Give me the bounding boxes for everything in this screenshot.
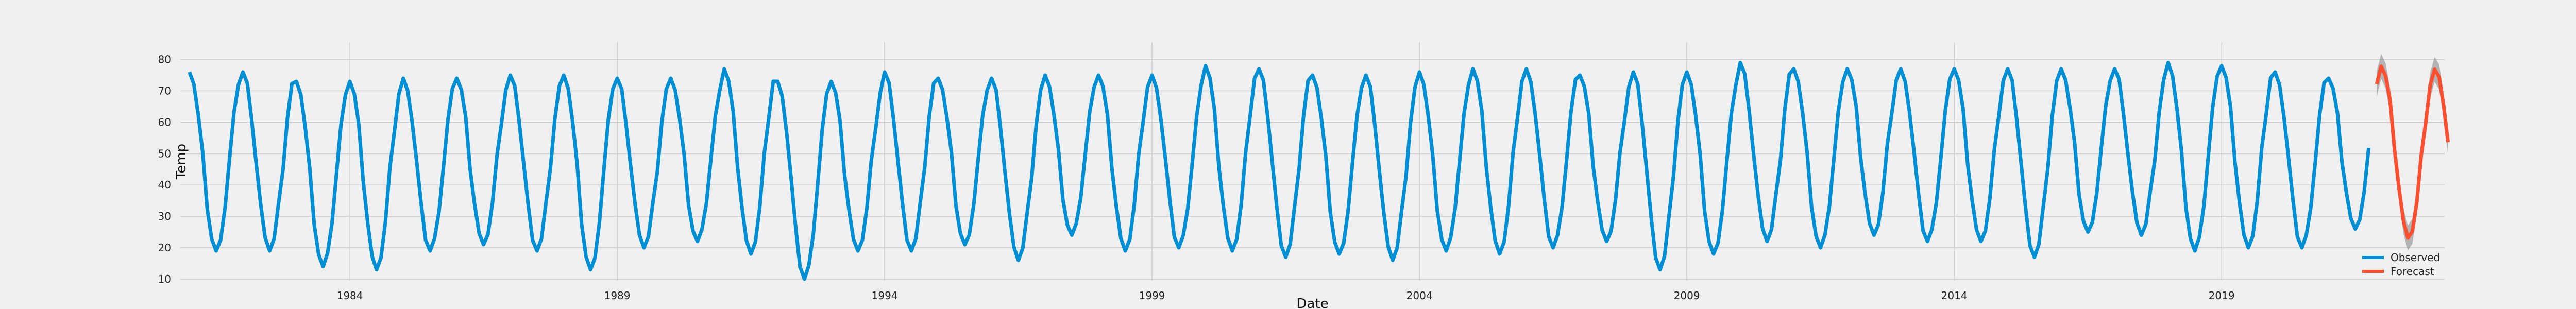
series-line-forecast	[2375, 64, 2450, 240]
y-tick-label: 50	[158, 147, 171, 160]
legend-label-observed: Observed	[2391, 251, 2440, 264]
x-tick-label: 1989	[604, 289, 631, 302]
x-tick-label: 1994	[872, 289, 898, 302]
x-tick-label: 1999	[1139, 289, 1165, 302]
x-tick-label: 2014	[1941, 289, 1968, 302]
tick-labels: 10 20 30 40 50 60 70 80 1984 1989 1994 1999 2004 2009…	[158, 54, 2235, 302]
x-axis-label: Date	[1296, 296, 1328, 309]
y-axis-label: Temp	[174, 144, 189, 180]
x-tick-label: 1984	[337, 289, 363, 302]
legend-label-forecast: Forecast	[2391, 265, 2434, 278]
y-tick-label: 20	[158, 242, 171, 254]
series-line-observed	[188, 61, 2371, 281]
y-tick-label: 60	[158, 116, 171, 128]
x-tick-label: 2019	[2209, 289, 2235, 302]
y-tick-label: 80	[158, 54, 171, 66]
y-tick-label: 30	[158, 210, 171, 222]
y-tick-label: 10	[158, 273, 171, 285]
x-tick-label: 2009	[1674, 289, 1700, 302]
series-lines	[188, 61, 2450, 281]
x-tick-label: 2004	[1406, 289, 1433, 302]
y-tick-label: 70	[158, 84, 171, 97]
legend: Observed Forecast	[2362, 251, 2440, 278]
y-tick-label: 40	[158, 179, 171, 191]
